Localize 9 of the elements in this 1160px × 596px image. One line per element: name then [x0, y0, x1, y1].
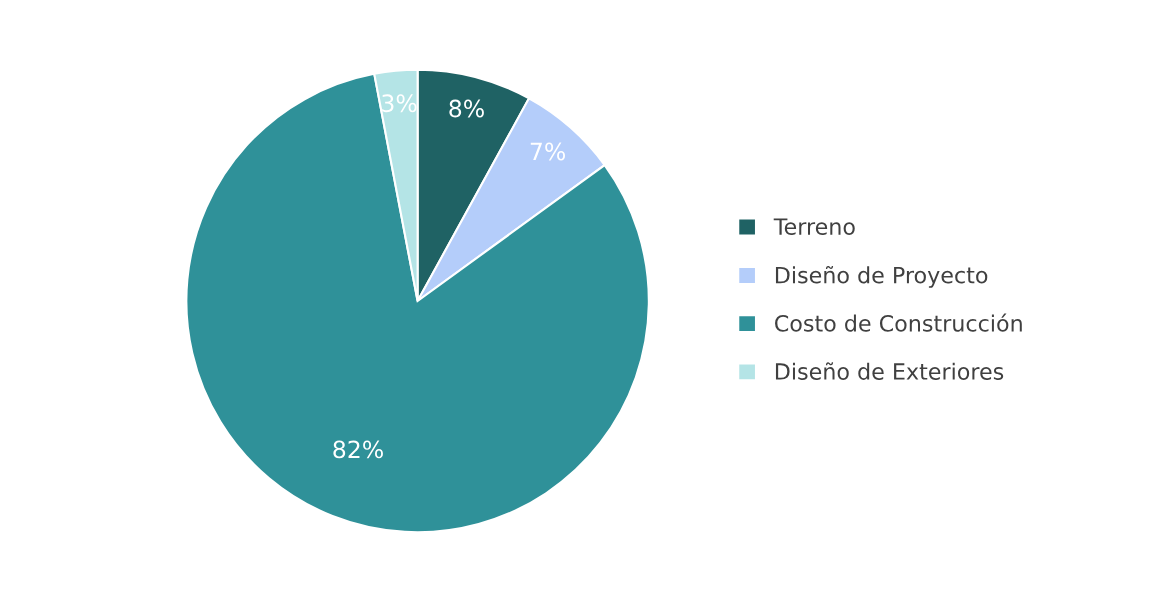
legend-label: Terreno: [773, 218, 855, 235]
pie-slice: [185, 72, 650, 534]
legend-label: Diseño de Proyecto: [775, 265, 988, 288]
data-label: 8%: [449, 99, 484, 118]
data-label: 3%: [382, 94, 417, 113]
legend-label: Costo de Construcción: [775, 313, 1022, 332]
data-label: 82%: [333, 440, 383, 459]
data-label: 7%: [530, 142, 566, 161]
legend-label: Diseño de Exteriores: [775, 362, 1004, 380]
